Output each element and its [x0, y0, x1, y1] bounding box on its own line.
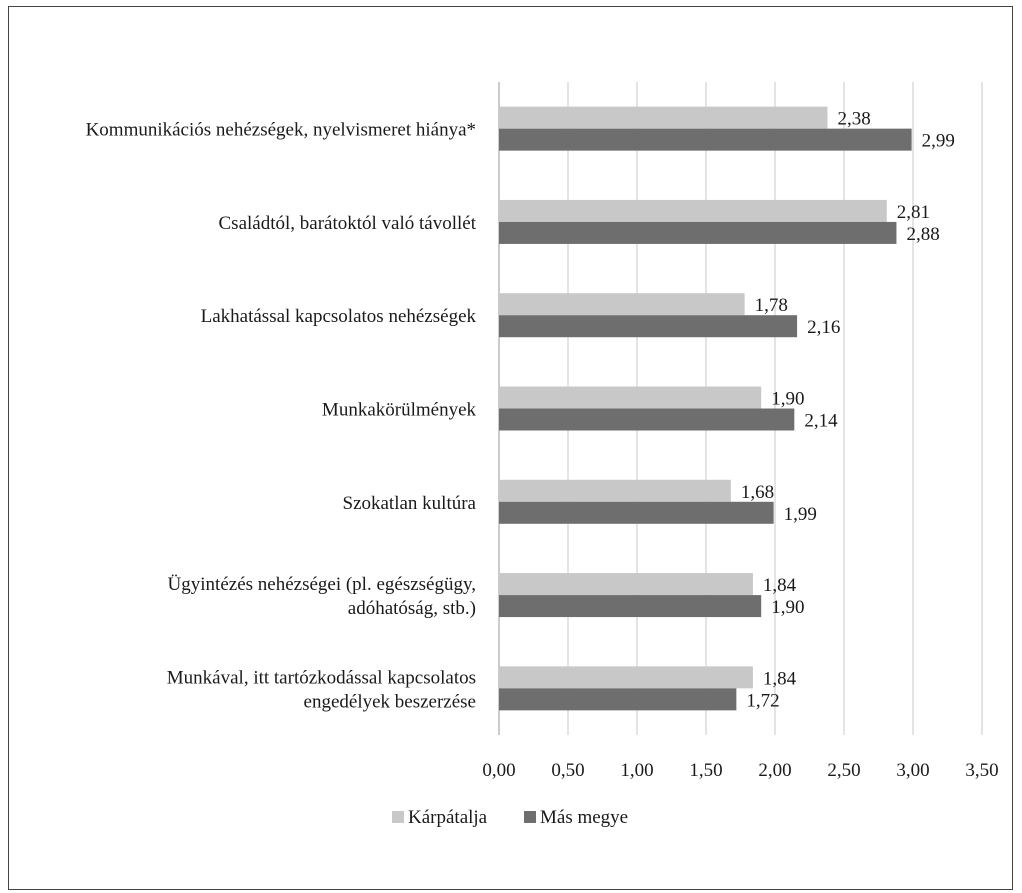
x-tick-label: 2,00	[758, 760, 791, 781]
x-tick-label: 1,00	[620, 760, 653, 781]
category-label: Ügyintézés nehézségei (pl. egészségügy,	[168, 574, 476, 595]
data-label: 1,90	[771, 389, 804, 410]
category-label: Szokatlan kultúra	[343, 493, 477, 514]
bar-karpatalja	[499, 199, 887, 222]
data-label: 2,38	[837, 109, 870, 130]
legend: Kárpátalja Más megye	[392, 807, 628, 828]
bar-karpatalja	[499, 666, 753, 689]
data-label: 2,99	[922, 131, 955, 152]
data-label: 1,84	[763, 668, 797, 689]
bar-mas-megye	[499, 128, 912, 151]
legend-swatch-mas-megye	[524, 811, 536, 823]
x-tick-label: 0,00	[482, 760, 515, 781]
bar-karpatalja	[499, 479, 731, 502]
category-label: Munkakörülmények	[322, 400, 477, 421]
category-label: Lakhatással kapcsolatos nehézségek	[201, 306, 477, 327]
bar-mas-megye	[499, 501, 774, 524]
data-label: 2,88	[906, 224, 939, 245]
category-label: adóhatóság, stb.)	[348, 598, 476, 619]
x-tick-label: 1,50	[689, 760, 722, 781]
category-label: Munkával, itt tartózkodással kapcsolatos	[167, 667, 476, 688]
chart-frame	[8, 6, 1013, 890]
bar-karpatalja	[499, 106, 828, 129]
bar-karpatalja	[499, 386, 762, 409]
x-tick-label: 0,50	[551, 760, 584, 781]
bar-mas-megye	[499, 688, 737, 711]
bar-mas-megye	[499, 408, 795, 431]
legend-swatch-karpatalja	[392, 811, 404, 823]
bar-karpatalja	[499, 573, 753, 596]
x-tick-label: 3,00	[896, 760, 929, 781]
bar-mas-megye	[499, 221, 897, 244]
bar-mas-megye	[499, 315, 798, 338]
category-label: engedélyek beszerzése	[304, 691, 476, 712]
data-label: 1,72	[746, 690, 779, 711]
data-label: 2,81	[897, 202, 930, 223]
category-label: Családtól, barátoktól való távollét	[219, 213, 477, 234]
bar-karpatalja	[499, 293, 745, 316]
data-label: 1,99	[784, 504, 817, 525]
data-label: 2,16	[807, 317, 840, 338]
data-label: 1,78	[755, 295, 788, 316]
labels: 0,00 0,50 1,00 1,50 2,00 2,50 3,00 3,50 2,38 2,99…	[86, 109, 999, 781]
bars	[499, 106, 912, 711]
category-label: Kommunikációs nehézségek, nyelvismeret h…	[86, 120, 476, 141]
x-tick-label: 3,50	[965, 760, 998, 781]
data-label: 1,84	[763, 575, 797, 596]
data-label: 1,90	[771, 597, 804, 618]
x-tick-label: 2,50	[827, 760, 860, 781]
data-label: 1,68	[741, 482, 774, 503]
data-label: 2,14	[804, 411, 838, 432]
bar-mas-megye	[499, 595, 762, 618]
legend-label: Kárpátalja	[408, 807, 488, 828]
legend-label: Más megye	[540, 807, 628, 828]
